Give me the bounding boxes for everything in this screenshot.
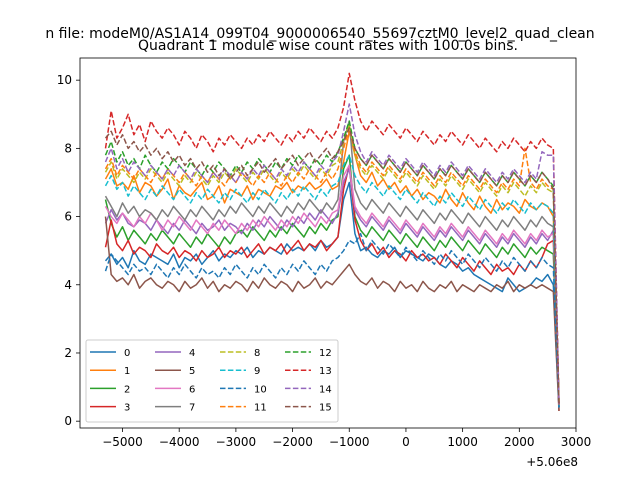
- y-tick-label: 0: [64, 414, 72, 428]
- series-line-14: [104, 103, 560, 405]
- series-line-15: [104, 127, 560, 405]
- series-line-5: [104, 216, 560, 411]
- series-line-8: [104, 123, 560, 405]
- legend-label-10: 10: [254, 384, 267, 395]
- legend-label-7: 7: [189, 403, 195, 414]
- x-tick-label: 3000: [561, 435, 592, 449]
- legend-label-6: 6: [189, 384, 195, 395]
- x-tick-label: −3000: [216, 435, 257, 449]
- legend-label-12: 12: [319, 348, 332, 359]
- legend-box: [85, 339, 339, 423]
- x-tick-label: −5000: [102, 435, 143, 449]
- series-line-7: [104, 120, 560, 408]
- x-axis-offset-label: +5.06e8: [526, 455, 578, 469]
- y-tick-label: 2: [64, 346, 72, 360]
- y-tick-label: 10: [57, 73, 72, 87]
- series-line-4: [104, 168, 560, 405]
- legend-label-2: 2: [124, 384, 130, 395]
- figure-suptitle: n file: modeM0/AS1A14_099T04_9000006540_…: [45, 26, 594, 42]
- y-axis-ticks: 0 2 4 6 8 10: [57, 73, 80, 428]
- legend-label-4: 4: [189, 348, 195, 359]
- x-tick-label: 0: [402, 435, 410, 449]
- series-line-3: [104, 164, 560, 411]
- x-tick-label: −1000: [329, 435, 370, 449]
- x-tick-label: 2000: [504, 435, 535, 449]
- series-line-6: [104, 164, 560, 408]
- legend-label-11: 11: [254, 403, 267, 414]
- legend-label-3: 3: [124, 403, 130, 414]
- series-layer: [104, 72, 560, 411]
- series-line-10: [104, 232, 560, 408]
- series-line-9: [104, 154, 560, 408]
- legend-label-5: 5: [189, 366, 195, 377]
- y-tick-label: 8: [64, 141, 72, 155]
- legend-label-0: 0: [124, 348, 130, 359]
- series-line-11: [104, 127, 560, 405]
- series-line-1: [104, 130, 560, 405]
- legend-label-1: 1: [124, 366, 130, 377]
- y-tick-label: 4: [64, 278, 72, 292]
- legend-label-9: 9: [254, 366, 260, 377]
- x-tick-label: 1000: [447, 435, 478, 449]
- x-axis-ticks: −5000 −4000 −3000 −2000 −1000 0 1000 2000 3000: [102, 428, 591, 449]
- legend-label-15: 15: [319, 403, 332, 414]
- legend-label-13: 13: [319, 366, 332, 377]
- legend-label-8: 8: [254, 348, 260, 359]
- x-tick-label: −2000: [272, 435, 313, 449]
- axes-frame: [79, 57, 577, 429]
- series-line-13: [104, 72, 560, 405]
- series-line-2: [104, 154, 560, 408]
- y-tick-label: 6: [64, 210, 72, 224]
- x-tick-label: −4000: [159, 435, 200, 449]
- legend-label-14: 14: [319, 384, 332, 395]
- chart-title: Quadrant 1 module wise count rates with …: [138, 38, 518, 54]
